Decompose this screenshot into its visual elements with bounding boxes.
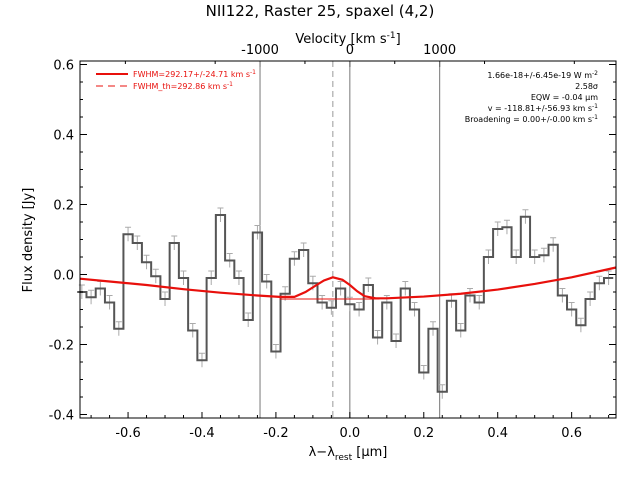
y-tick-label: 0.4 bbox=[53, 129, 74, 144]
reference-lines bbox=[259, 61, 441, 418]
x-tick-label: 0.0 bbox=[340, 426, 361, 441]
annotation-text: Broadening = 0.00+/-0.00 km s-1 bbox=[465, 114, 598, 124]
y-tick-label: -0.4 bbox=[49, 409, 74, 424]
annotation-text: EQW = -0.04 μm bbox=[531, 93, 598, 102]
spectrum-histogram bbox=[77, 214, 614, 393]
y-axis-label: Flux density [Jy] bbox=[21, 188, 36, 293]
top-tick-label: 1000 bbox=[423, 43, 456, 58]
fit-annotations: 1.66e-18+/-6.45e-19 W m-2 2.58σ EQW = -0.0… bbox=[465, 70, 598, 124]
y-tick-label: 0.6 bbox=[53, 59, 74, 74]
annotation-text: v = -118.81+/-56.93 km s-1 bbox=[488, 103, 598, 113]
x-tick-label: 0.2 bbox=[413, 426, 434, 441]
x-tick-label: -0.6 bbox=[115, 426, 140, 441]
data-series bbox=[77, 207, 617, 399]
y-tick-label: -0.2 bbox=[49, 339, 74, 354]
chart-title: NII122, Raster 25, spaxel (4,2) bbox=[206, 2, 435, 20]
x-tick-label: 0.4 bbox=[487, 426, 508, 441]
y-axis-ticks: -0.4 -0.2 0.0 0.2 0.4 0.6 bbox=[49, 59, 616, 424]
x-axis-ticks: -0.6 -0.4 -0.2 0.0 0.2 0.4 0.6 bbox=[90, 412, 610, 441]
x-axis-label: λ−λrest [μm] bbox=[309, 445, 388, 463]
top-tick-label: -1000 bbox=[241, 43, 279, 58]
legend-label: FWHM=292.17+/-24.71 km s-1 bbox=[133, 69, 256, 79]
y-tick-label: 0.0 bbox=[53, 269, 74, 284]
x-tick-label: 0.6 bbox=[561, 426, 582, 441]
top-axis-label: Velocity [km s-1] bbox=[295, 31, 400, 47]
fit-curve bbox=[79, 266, 617, 300]
x-tick-label: -0.4 bbox=[189, 426, 214, 441]
annotation-text: 2.58σ bbox=[575, 82, 598, 91]
y-tick-label: 0.2 bbox=[53, 199, 74, 214]
legend: FWHM=292.17+/-24.71 km s-1 FWHM_th=292.86… bbox=[96, 69, 256, 91]
annotation-text: 1.66e-18+/-6.45e-19 W m-2 bbox=[487, 70, 598, 80]
legend-label: FWHM_th=292.86 km s-1 bbox=[133, 81, 233, 91]
top-tick-label: 0 bbox=[346, 43, 354, 58]
x-tick-label: -0.2 bbox=[263, 426, 288, 441]
